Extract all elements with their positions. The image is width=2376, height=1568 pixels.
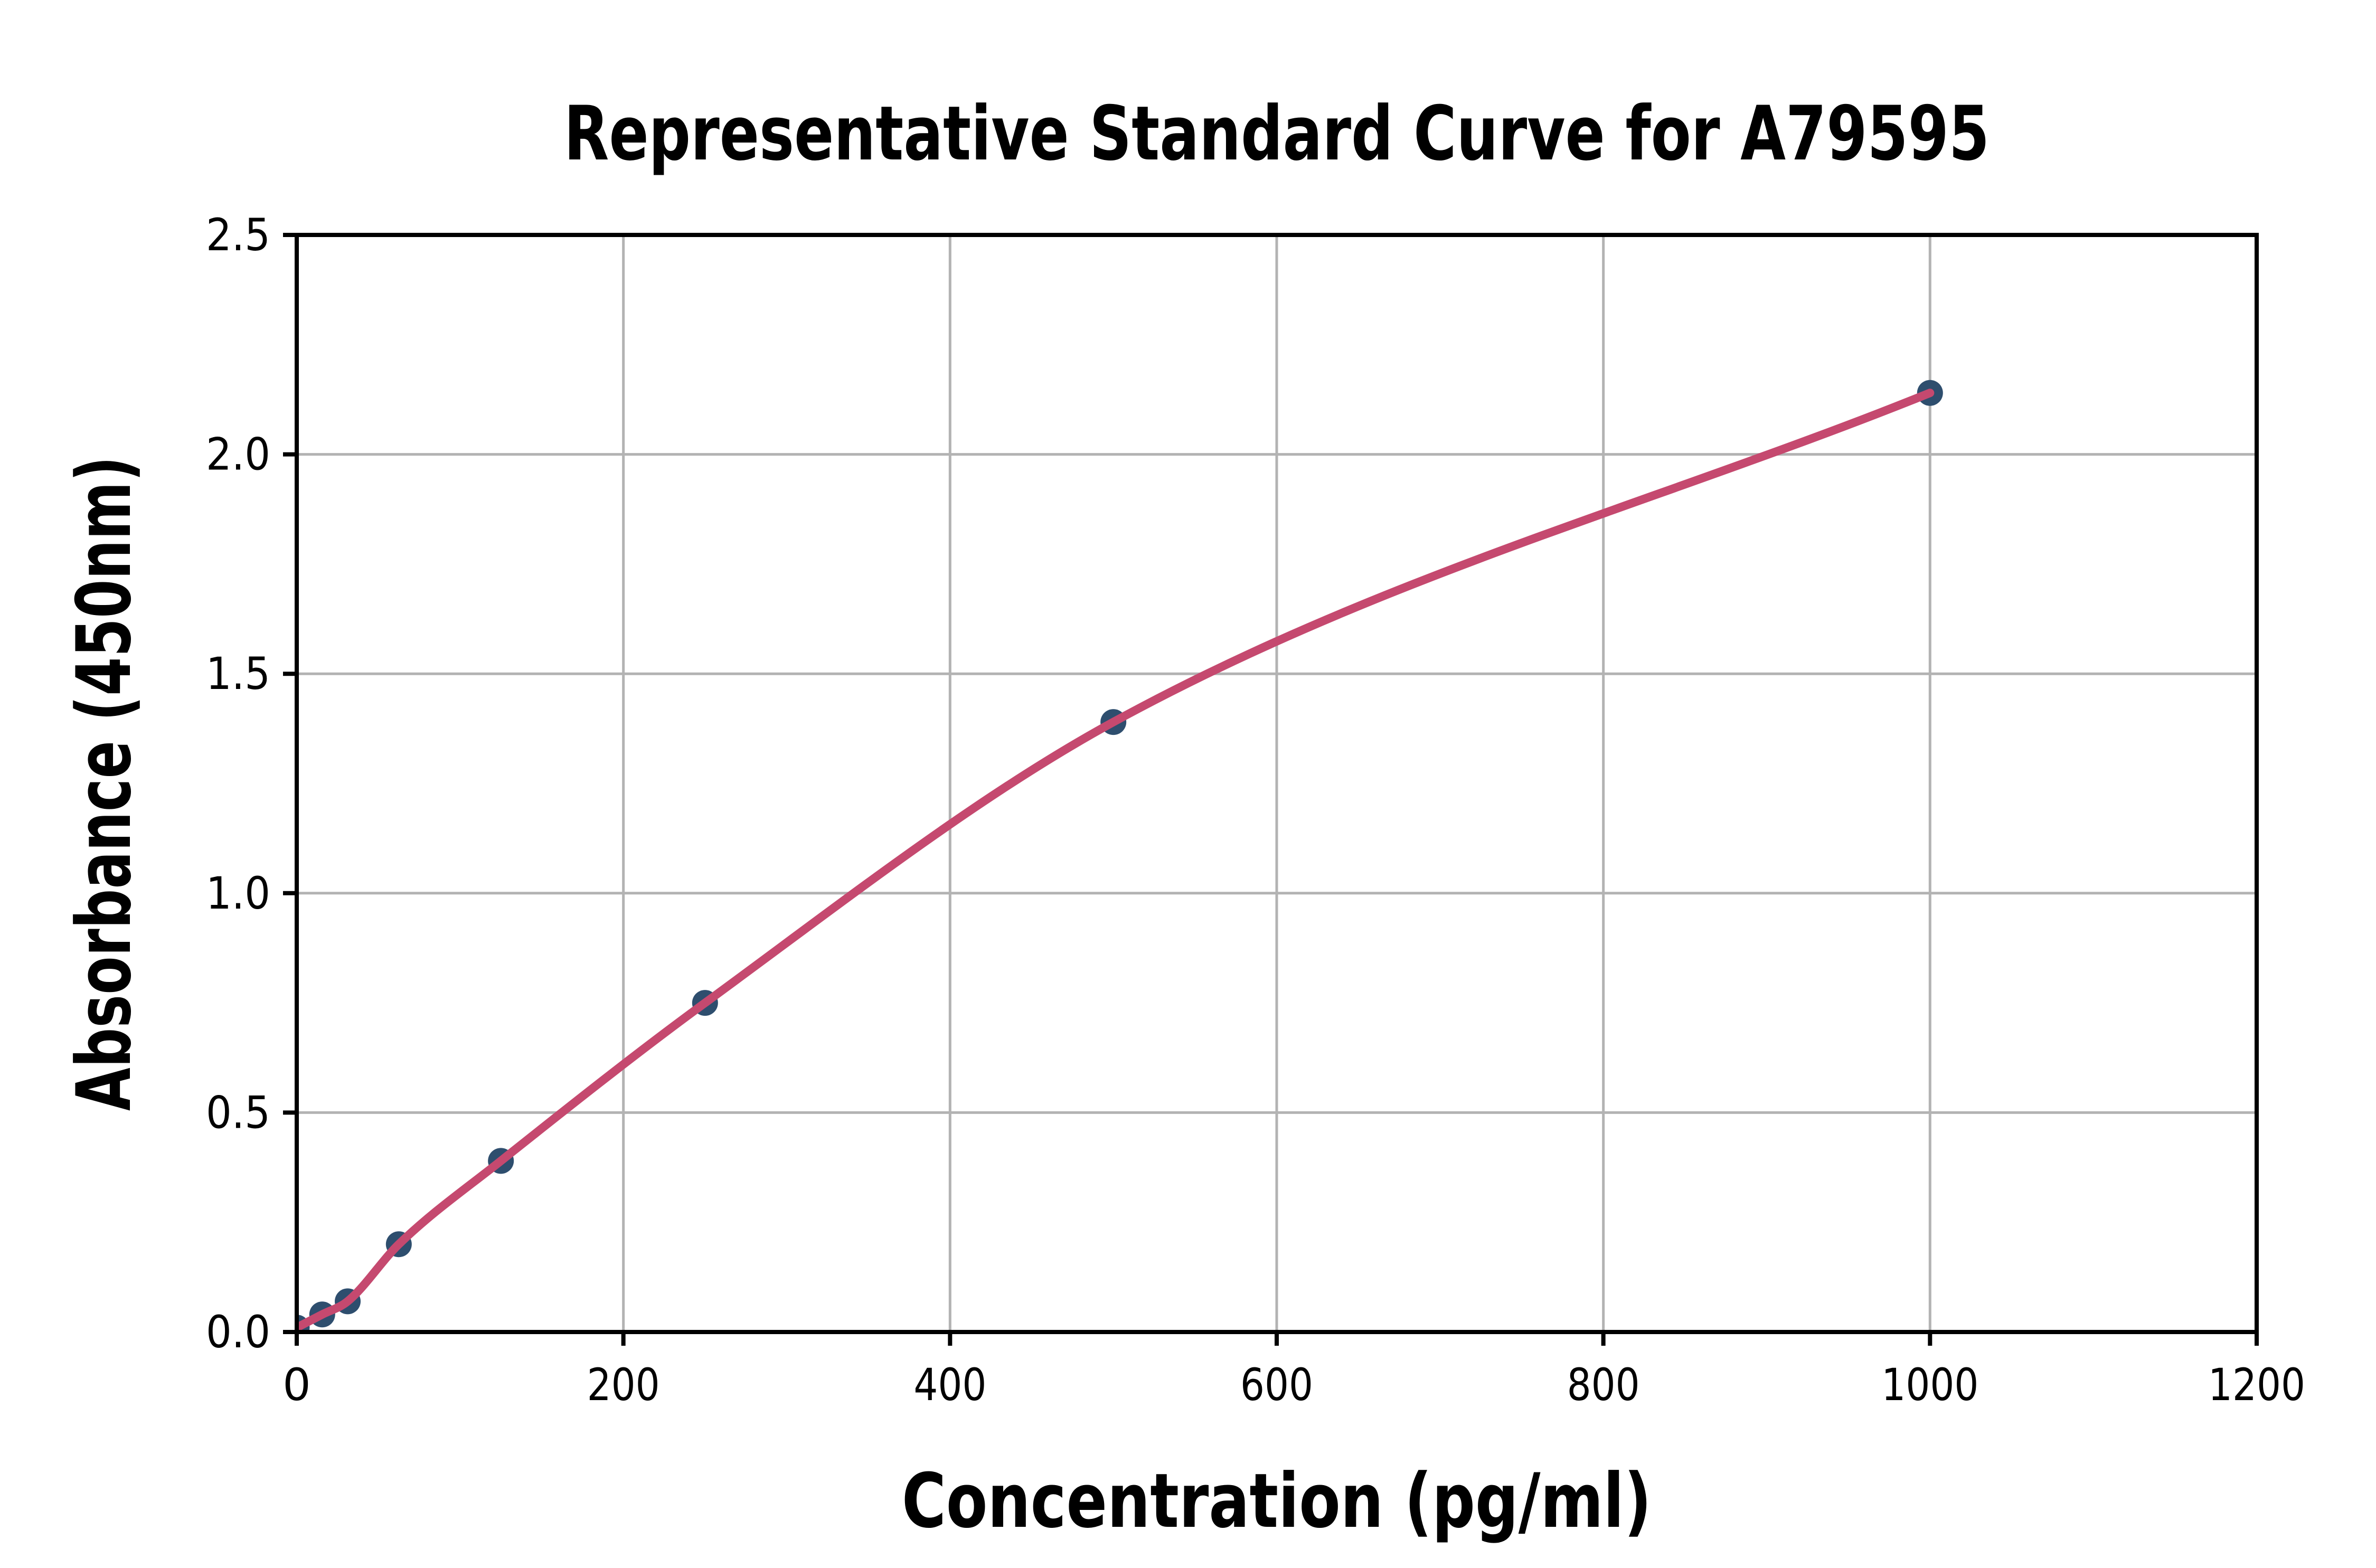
y-tick-label: 1.0 (206, 867, 270, 919)
x-tick-label: 0 (282, 1359, 310, 1411)
x-tick-label: 800 (1567, 1359, 1640, 1411)
y-axis-label: Absorbance (450nm) (61, 456, 148, 1111)
plot-border (295, 233, 2259, 1334)
x-tick-label: 400 (913, 1359, 986, 1411)
y-tick-label: 0.5 (206, 1087, 270, 1138)
tick-labels: 0 200 400 600 800 1000 1200 0.0 0.5 1.0 1.5 2.0 2.5 (206, 209, 2305, 1411)
y-tick-label: 2.5 (206, 209, 270, 261)
x-tick-label: 600 (1240, 1359, 1313, 1411)
y-tick-label: 1.5 (206, 648, 270, 700)
fitted-curve (297, 389, 1935, 1332)
x-axis-label: Concentration (pg/ml) (902, 1458, 1652, 1545)
x-tick-label: 200 (587, 1359, 660, 1411)
chart-title: Representative Standard Curve for A79595 (564, 90, 1990, 177)
y-tick-label: 0.0 (206, 1306, 270, 1358)
gridlines (297, 235, 2257, 1332)
y-tick-label: 2.0 (206, 429, 270, 480)
x-tick-label: 1200 (2208, 1359, 2305, 1411)
plot-area (297, 380, 1943, 1332)
x-tick-label: 1000 (1881, 1359, 1978, 1411)
axis-ticks (283, 233, 2259, 1346)
